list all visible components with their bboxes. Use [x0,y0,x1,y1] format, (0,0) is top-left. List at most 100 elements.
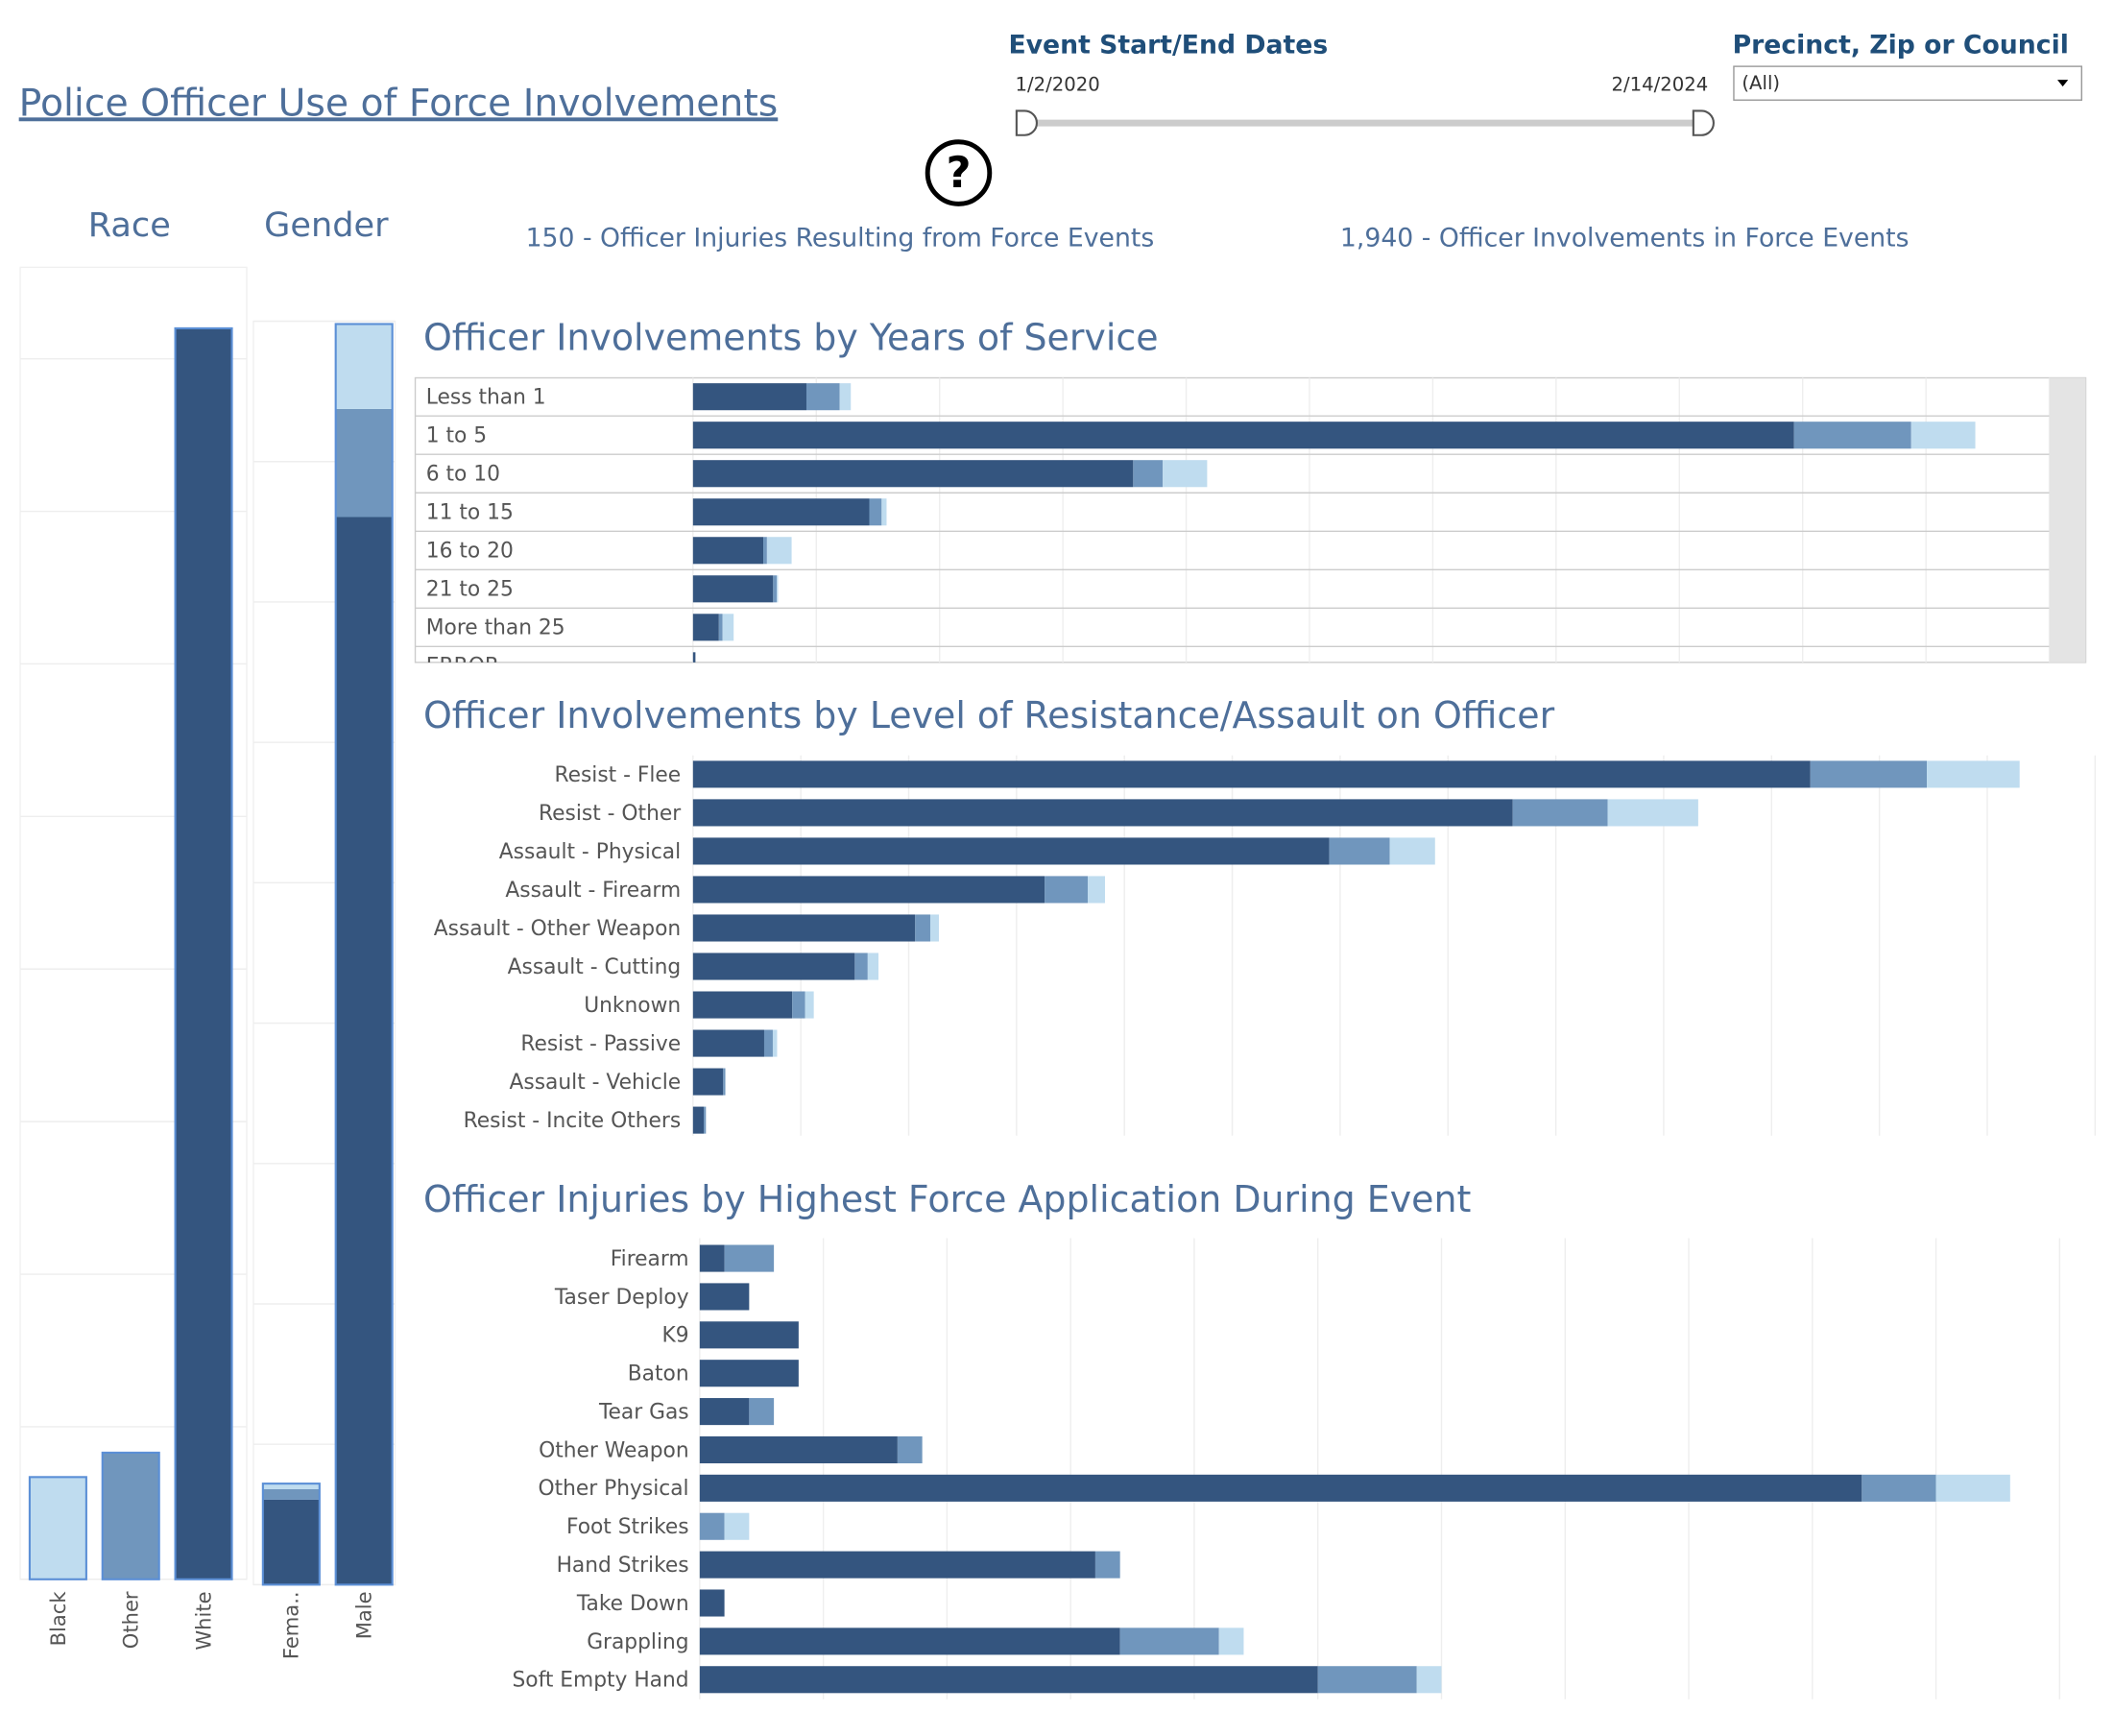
category-label: Assault - Other Weapon [434,917,681,941]
bar [28,1476,87,1580]
category-label: 6 to 10 [426,463,500,487]
bar-segment [692,991,793,1019]
bar-segment [699,1435,898,1464]
slider-handle[interactable] [1692,109,1715,136]
x-tick-label: Black [46,1591,70,1647]
category-label: Baton [628,1362,689,1386]
bar-segment [805,991,814,1019]
date-end: 2/14/2024 [1611,73,1708,95]
bar-segment [854,952,868,980]
x-tick-label: Other [119,1591,143,1649]
bar-segment [692,537,764,565]
chart-title: Officer Injuries by Highest Force Applic… [423,1178,1471,1220]
category-label: Unknown [584,994,681,1018]
category-label: Taser Deploy [554,1286,689,1310]
dashboard-title[interactable]: Police Officer Use of Force Involvements [19,82,779,125]
bar-segment [1317,1666,1417,1694]
bar-segment [692,837,1330,865]
help-icon[interactable] [925,139,993,206]
scrollbar[interactable] [2049,377,2086,663]
bar-segment [692,383,806,411]
chart-title: Gender [264,205,389,245]
bar-segment [699,1589,725,1617]
bar-segment [262,1483,320,1489]
category-label: Resist - Incite Others [464,1109,682,1133]
bar-segment [897,1435,923,1464]
bar-segment [763,1029,773,1057]
bar-outline [334,323,394,1586]
category-label: 1 to 5 [426,424,487,448]
bar-segment [718,614,723,641]
bar-segment [699,1244,725,1272]
bar-segment [699,1398,750,1426]
bar-segment [692,498,870,526]
bar-segment [1088,876,1105,904]
x-tick-label: Male [352,1591,376,1639]
bar-segment [1045,876,1089,904]
kpi: 150 - Officer Injuries Resulting from Fo… [526,223,1155,253]
bar-segment [692,1106,705,1134]
bar-segment [704,1106,707,1134]
bar-segment [692,914,916,942]
bar-segment [692,799,1513,827]
bar-segment [699,1512,725,1540]
category-label: Resist - Flee [554,763,681,787]
help-icon-glyph[interactable]: ? [946,147,971,198]
bar [174,326,233,1580]
category-label: Tear Gas [598,1400,689,1424]
category-label: Assault - Vehicle [510,1071,682,1095]
dropdown-value[interactable]: (All) [1742,72,1780,94]
bar-segment [335,408,393,518]
bar-segment [1927,760,2020,788]
chart-title: Officer Involvements by Level of Resista… [423,694,1555,736]
bar-segment [722,614,734,641]
bar-segment [335,517,393,1585]
bar-outline [261,1483,321,1586]
bar-segment [692,1068,724,1096]
category-label: Assault - Physical [499,840,681,864]
bar-segment [915,914,930,942]
category-label: 21 to 25 [426,578,514,602]
bar-segment [749,1398,775,1426]
category-label: ERROR [426,655,499,679]
category-label: Soft Empty Hand [512,1669,688,1693]
bar-segment [1416,1666,1442,1694]
bar-segment [766,537,792,565]
bar-segment [777,575,779,603]
bar-segment [724,1244,775,1272]
bar-segment [692,422,1794,449]
bar-segment [724,1512,750,1540]
bar-segment [929,914,939,942]
category-label: Hand Strikes [557,1554,689,1578]
chart-title: Officer Involvements by Years of Service [423,317,1159,359]
bar [101,1451,160,1580]
category-label: Grappling [587,1630,688,1654]
category-label: 16 to 20 [426,540,514,564]
category-label: Take Down [576,1592,689,1616]
x-tick-label: Fema.. [279,1591,303,1659]
bar-segment [772,1029,778,1057]
dropdown-arrow[interactable] [2057,80,2069,87]
category-label: Firearm [611,1247,689,1271]
bar-segment [1793,422,1911,449]
bar-segment [867,952,879,980]
bar-segment [869,498,882,526]
category-label: Resist - Passive [520,1032,681,1056]
bar-segment [692,760,1811,788]
bar-segment [1607,799,1698,827]
bar-segment [262,1499,320,1585]
bar-segment [792,991,805,1019]
bar-segment [723,1068,726,1096]
dropdown[interactable] [1733,65,2082,101]
bar-segment [763,537,767,565]
bar-segment [692,614,719,641]
category-label: Assault - Cutting [508,955,682,979]
category-label: 11 to 15 [426,501,514,525]
category-label: Less than 1 [426,386,546,410]
bar-segment [699,1628,1120,1655]
bar-segment [1810,760,1928,788]
date-start: 1/2/2020 [1015,73,1099,95]
filter-label: Event Start/End Dates [1008,31,1328,60]
slider-handle[interactable] [1015,109,1038,136]
bar-segment [692,952,855,980]
